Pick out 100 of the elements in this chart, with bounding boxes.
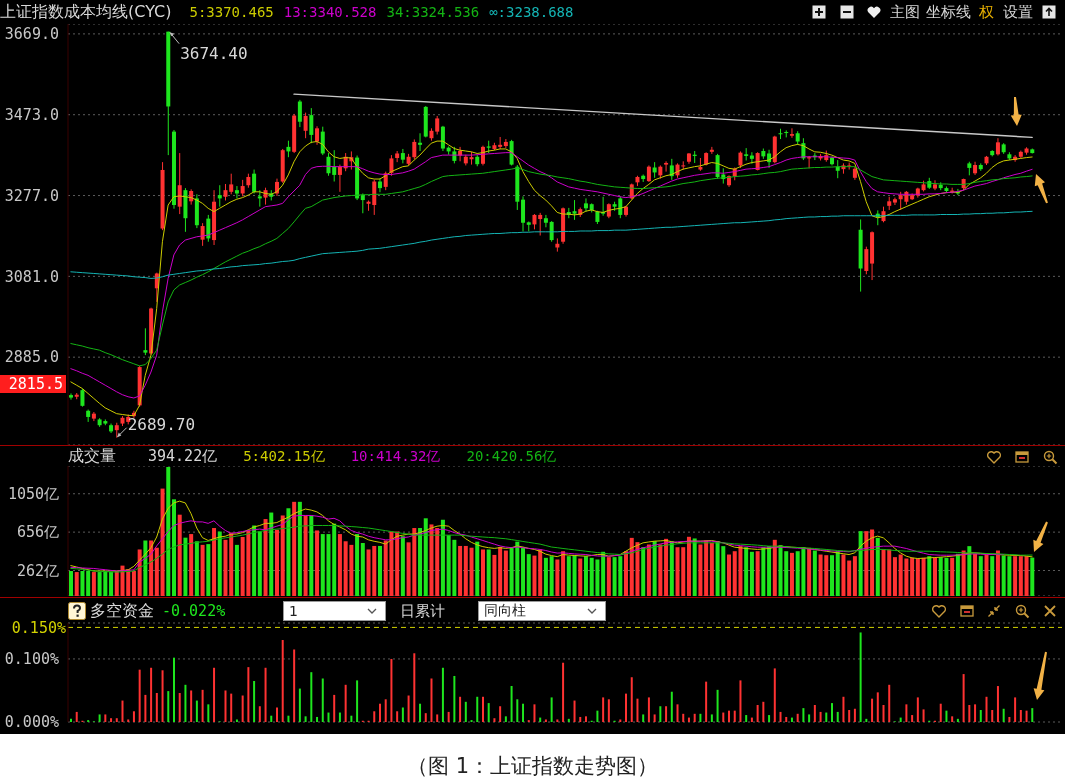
bar bbox=[705, 681, 708, 722]
bar bbox=[315, 530, 320, 596]
bar bbox=[154, 547, 159, 596]
bar bbox=[378, 703, 381, 722]
bar bbox=[257, 531, 262, 596]
candlestick bbox=[400, 148, 405, 164]
bar bbox=[401, 707, 404, 722]
bar bbox=[978, 556, 983, 596]
candlestick bbox=[749, 151, 754, 165]
bar bbox=[916, 697, 919, 722]
candlestick bbox=[435, 115, 440, 136]
candlestick bbox=[377, 177, 382, 193]
bar bbox=[812, 550, 817, 596]
bar bbox=[74, 572, 79, 596]
bar bbox=[469, 547, 474, 596]
bar bbox=[875, 537, 880, 596]
bar bbox=[670, 691, 673, 722]
bar bbox=[304, 716, 307, 722]
bar bbox=[961, 550, 966, 596]
bar bbox=[522, 703, 525, 722]
candlestick bbox=[503, 138, 508, 149]
bar bbox=[543, 557, 548, 596]
chart-subtitle: 394.22亿 bbox=[148, 447, 218, 466]
bar bbox=[270, 715, 273, 722]
bar bbox=[463, 545, 468, 596]
bar bbox=[247, 667, 250, 722]
bar bbox=[532, 555, 537, 596]
bar bbox=[298, 688, 301, 722]
bar bbox=[104, 714, 107, 722]
bar bbox=[234, 544, 239, 596]
dropdown: 同向柱 bbox=[478, 601, 606, 621]
bar bbox=[69, 570, 73, 596]
bar bbox=[503, 550, 508, 596]
bar bbox=[75, 711, 78, 722]
bar bbox=[693, 713, 696, 722]
bar bbox=[538, 549, 543, 596]
bar bbox=[842, 696, 845, 722]
bar bbox=[710, 714, 713, 722]
bar bbox=[253, 681, 256, 722]
bar bbox=[722, 712, 725, 722]
bar bbox=[332, 523, 337, 596]
y-tick-label: 2885.0 bbox=[4, 348, 59, 367]
bar bbox=[166, 467, 171, 596]
bar bbox=[676, 704, 679, 722]
bar bbox=[172, 657, 175, 722]
bar bbox=[664, 538, 669, 596]
bar bbox=[80, 570, 85, 596]
bar bbox=[573, 700, 576, 722]
bar bbox=[310, 672, 313, 722]
bar bbox=[1025, 710, 1028, 722]
bar bbox=[436, 714, 439, 722]
bar bbox=[499, 706, 502, 722]
bar bbox=[429, 524, 434, 596]
candlestick bbox=[789, 127, 794, 139]
bar bbox=[996, 686, 999, 722]
bar bbox=[583, 556, 588, 596]
bar bbox=[184, 684, 187, 722]
bar bbox=[480, 549, 485, 596]
bar bbox=[413, 653, 416, 722]
candlestick bbox=[234, 185, 239, 199]
candlestick bbox=[709, 146, 714, 155]
bar bbox=[692, 538, 697, 596]
bar bbox=[773, 668, 776, 722]
price-tag: 2815.5 bbox=[0, 375, 66, 393]
bar bbox=[206, 544, 211, 596]
candlestick bbox=[521, 195, 526, 232]
bar bbox=[642, 714, 645, 722]
bar bbox=[756, 704, 759, 722]
bar bbox=[802, 708, 805, 722]
text: 5:402.15亿 bbox=[243, 447, 325, 466]
bar bbox=[624, 551, 629, 596]
bar bbox=[636, 698, 639, 722]
bar bbox=[859, 632, 862, 722]
bar bbox=[143, 540, 148, 596]
bar bbox=[201, 689, 204, 722]
bar bbox=[161, 670, 164, 722]
bar bbox=[280, 515, 285, 596]
bar bbox=[423, 518, 428, 596]
bar bbox=[744, 547, 749, 596]
bar bbox=[321, 678, 324, 722]
bar bbox=[190, 690, 193, 722]
bar bbox=[344, 684, 347, 722]
bar bbox=[755, 551, 760, 596]
bar bbox=[384, 699, 387, 722]
bar bbox=[229, 532, 234, 596]
y-tick-label: 656亿 bbox=[16, 523, 59, 542]
ref-line-label: 0.150% bbox=[11, 618, 66, 637]
bar bbox=[831, 703, 834, 722]
bar bbox=[224, 690, 227, 722]
bar bbox=[830, 555, 835, 596]
candlestick bbox=[217, 184, 222, 208]
candlestick bbox=[389, 154, 394, 177]
text: 设置 bbox=[1003, 2, 1033, 22]
candlestick bbox=[543, 214, 548, 228]
bar bbox=[98, 714, 101, 722]
bar bbox=[309, 515, 314, 596]
bar bbox=[910, 557, 915, 596]
bar bbox=[951, 716, 954, 722]
bar bbox=[682, 713, 685, 722]
bar bbox=[974, 704, 977, 722]
